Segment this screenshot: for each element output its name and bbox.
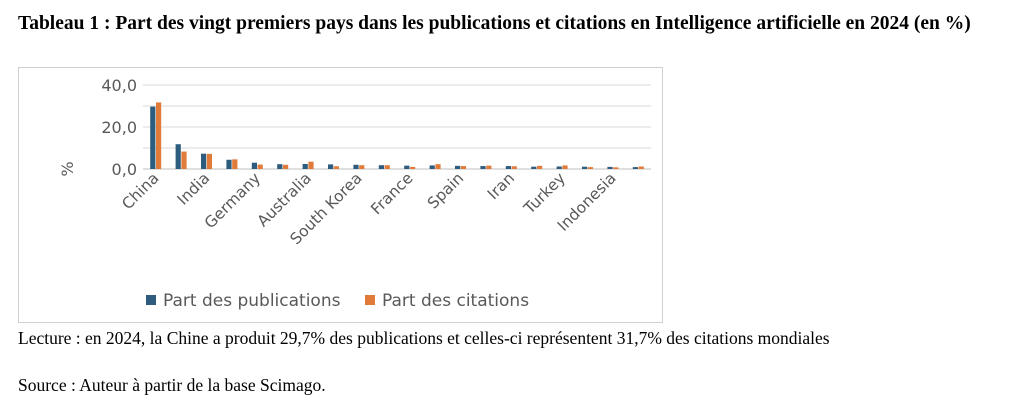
chart-container: 40,0 20,0 0,0% China India Germany Australia So… [18,67,663,323]
bar-citations [638,166,644,169]
bar-citations [587,167,593,169]
bar-publications [531,166,537,169]
bar-chart: 40,020,00,0%China IndiaGermanyAustraliaSo… [58,76,651,311]
bar-publications [328,164,334,169]
bar-publications [201,153,207,169]
bar-publications [378,165,384,169]
reading-note: Lecture : en 2024, la Chine a produit 29… [18,328,830,348]
bar-publications [302,163,308,169]
bar-publications [480,166,486,169]
bar-citations [333,166,339,169]
legend-label: Part des citations [382,291,529,311]
bar-publications [353,164,359,169]
bar-publications [429,165,435,169]
bar-publications [404,165,410,169]
bar-publications [251,162,257,169]
y-axis-label: % [58,161,77,176]
source-note: Source : Auteur à partir de la base Scim… [18,375,326,395]
legend-swatch [146,295,156,305]
bar-publications [582,166,588,169]
x-tick-label: Germany [201,169,264,232]
legend-label: Part des publications [163,291,341,311]
bar-publications [556,166,562,169]
bar-citations [384,165,390,169]
bar-citations [181,151,187,169]
bar-citations [206,153,212,169]
bar-publications [607,166,613,169]
bar-publications [505,166,511,169]
x-tick-label: Turkey [520,169,569,218]
bar-citations [460,166,466,169]
bar-publications [175,144,181,169]
bar-citations [283,164,289,169]
y-tick-label: 20,0 [101,118,137,137]
x-tick-label: India [174,169,214,209]
bar-publications [455,165,461,169]
bar-publications [150,106,156,169]
bar-citations [511,166,517,169]
bar-citations [359,165,365,169]
x-tick-label: Iran [484,169,518,203]
bar-publications [277,164,283,169]
y-tick-label: 40,0 [101,76,137,95]
bar-citations [410,166,416,169]
bar-citations [486,165,492,169]
bar-citations [156,102,162,169]
bar-citations [537,165,543,169]
bar-citations [308,161,314,169]
legend-swatch [365,295,375,305]
bar-citations [613,167,619,169]
bar-publications [632,167,638,169]
x-tick-label: Spain [424,169,467,212]
y-tick-label: 0,0 [112,160,137,179]
bar-citations [232,159,238,169]
bar-citations [435,164,441,169]
bar-citations [257,164,263,169]
bar-publications [226,159,232,169]
x-tick-label: France [367,169,416,218]
page-title: Tableau 1 : Part des vingt premiers pays… [18,13,971,34]
bar-citations [562,165,568,169]
